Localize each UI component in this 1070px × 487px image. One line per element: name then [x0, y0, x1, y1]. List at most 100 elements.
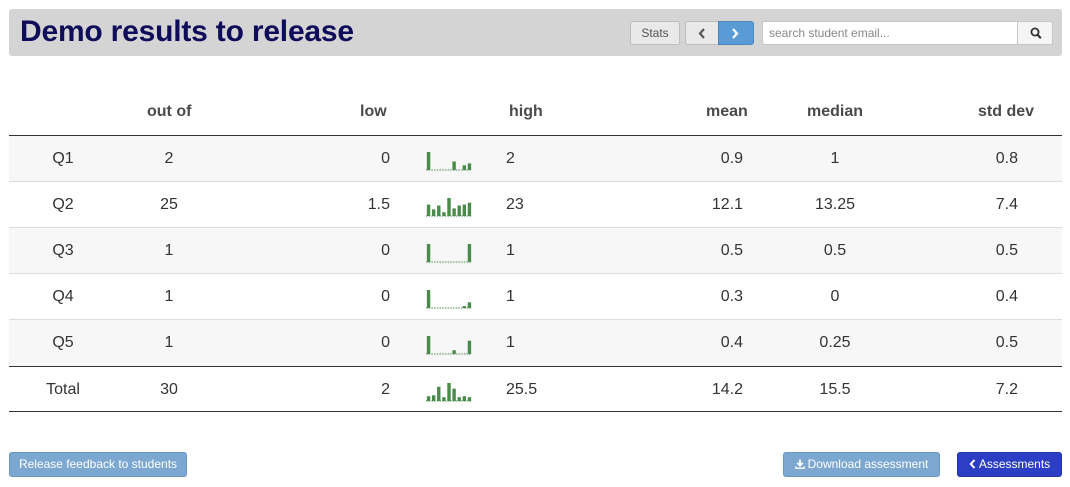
assessments-label: Assessments	[978, 457, 1051, 471]
histogram-bar	[452, 161, 456, 170]
search-icon	[1030, 27, 1042, 39]
median-value: 0.5	[823, 242, 847, 259]
histogram-bar	[467, 397, 472, 401]
column-header-low: low	[360, 103, 387, 120]
histogram-bar	[431, 209, 436, 216]
chevron-right-icon	[732, 28, 739, 39]
std-dev-value: 7.4	[995, 196, 1018, 213]
histogram-bar	[462, 204, 467, 216]
release-feedback-button[interactable]: Release feedback to students	[9, 452, 187, 477]
low-value: 1.5	[367, 196, 390, 213]
histogram-bar	[467, 340, 472, 354]
question-label: Q5	[52, 334, 74, 351]
mean-value: 0.5	[720, 242, 743, 259]
histogram-bar	[447, 197, 451, 216]
table-header: out of low high mean median std dev	[9, 90, 1062, 136]
out-of-value: 1	[164, 334, 174, 351]
question-label: Q3	[52, 242, 74, 259]
out-of-value: 1	[164, 288, 174, 305]
histogram-bar	[452, 208, 456, 216]
search-button[interactable]	[1017, 21, 1053, 45]
median-value: 15.5	[819, 381, 851, 398]
high-value: 25.5	[506, 381, 538, 398]
page-title: Demo results to release	[20, 15, 354, 48]
histogram-bar	[426, 151, 431, 170]
column-header-mean: mean	[706, 103, 748, 120]
histogram-bar	[467, 202, 472, 216]
question-label: Q2	[52, 196, 74, 213]
histogram-bar	[426, 204, 431, 216]
std-dev-value: 0.8	[995, 150, 1018, 167]
chevron-left-icon	[698, 28, 705, 39]
low-value: 0	[381, 334, 390, 351]
histogram-bar	[462, 165, 467, 170]
high-value: 1	[506, 288, 515, 305]
std-dev-value: 0.5	[995, 242, 1018, 259]
out-of-value: 1	[164, 242, 174, 259]
question-label: Q4	[52, 288, 74, 305]
table-row: Q2 25 1.5 23 12.1 13.25 7.4	[9, 182, 1062, 228]
page-header: Demo results to release Stats	[9, 9, 1062, 56]
histogram-sparkline	[426, 289, 472, 309]
download-label: Download assessment	[807, 457, 929, 471]
low-value: 2	[381, 381, 390, 398]
std-dev-value: 7.2	[995, 381, 1018, 398]
mean-value: 14.2	[711, 381, 743, 398]
question-label: Q1	[52, 150, 74, 167]
median-value: 13.25	[814, 196, 856, 213]
histogram-bar	[467, 243, 472, 262]
histogram-bar	[426, 335, 431, 354]
histogram-sparkline	[426, 243, 472, 263]
high-value: 1	[506, 242, 515, 259]
median-value: 0	[830, 288, 840, 305]
table-row: Q1 2 0 2 0.9 1 0.8	[9, 136, 1062, 182]
low-value: 0	[381, 150, 390, 167]
high-value: 23	[506, 196, 524, 213]
mean-value: 0.3	[720, 288, 743, 305]
total-label: Total	[46, 381, 80, 398]
low-value: 0	[381, 288, 390, 305]
histogram-bar	[437, 386, 441, 401]
out-of-value: 25	[160, 196, 178, 213]
high-value: 2	[506, 150, 515, 167]
stats-button[interactable]: Stats	[630, 21, 680, 45]
out-of-value: 30	[160, 381, 178, 398]
std-dev-value: 0.4	[995, 288, 1018, 305]
out-of-value: 2	[164, 150, 174, 167]
chevron-left-icon	[969, 459, 976, 469]
histogram-bar	[426, 396, 431, 401]
histogram-bar	[437, 205, 441, 216]
histogram-bar	[467, 302, 472, 308]
histogram-bar	[447, 382, 451, 401]
histogram-bar	[442, 212, 446, 216]
histogram-bar	[431, 395, 436, 401]
column-header-out-of: out of	[147, 103, 192, 120]
mean-value: 0.9	[720, 150, 743, 167]
histogram-bar	[457, 397, 461, 401]
table-row: Q3 1 0 1 0.5 0.5 0.5	[9, 228, 1062, 274]
results-table: out of low high mean median std dev Q1 2…	[9, 90, 1062, 412]
histogram-bar	[426, 289, 431, 308]
histogram-sparkline	[426, 335, 472, 355]
median-value: 0.25	[819, 334, 851, 351]
search-input[interactable]	[762, 21, 1018, 45]
next-button[interactable]	[718, 21, 754, 45]
histogram-bar	[467, 163, 472, 170]
histogram-bar	[426, 243, 431, 262]
histogram-sparkline	[426, 151, 472, 171]
download-icon	[794, 459, 805, 469]
histogram-sparkline	[426, 197, 472, 217]
mean-value: 0.4	[720, 334, 743, 351]
histogram-bar	[442, 397, 446, 401]
previous-button[interactable]	[685, 21, 719, 45]
column-header-median: median	[807, 103, 864, 120]
assessments-button[interactable]: Assessments	[957, 452, 1062, 477]
high-value: 1	[506, 334, 515, 351]
histogram-bar	[457, 205, 461, 216]
table-row: Q4 1 0 1 0.3 0 0.4	[9, 274, 1062, 320]
download-assessment-button[interactable]: Download assessment	[783, 452, 940, 477]
low-value: 0	[381, 242, 390, 259]
total-row: Total 30 2 25.5 14.2 15.5 7.2	[9, 366, 1062, 412]
mean-value: 12.1	[711, 196, 743, 213]
column-header-std-dev: std dev	[978, 103, 1035, 120]
